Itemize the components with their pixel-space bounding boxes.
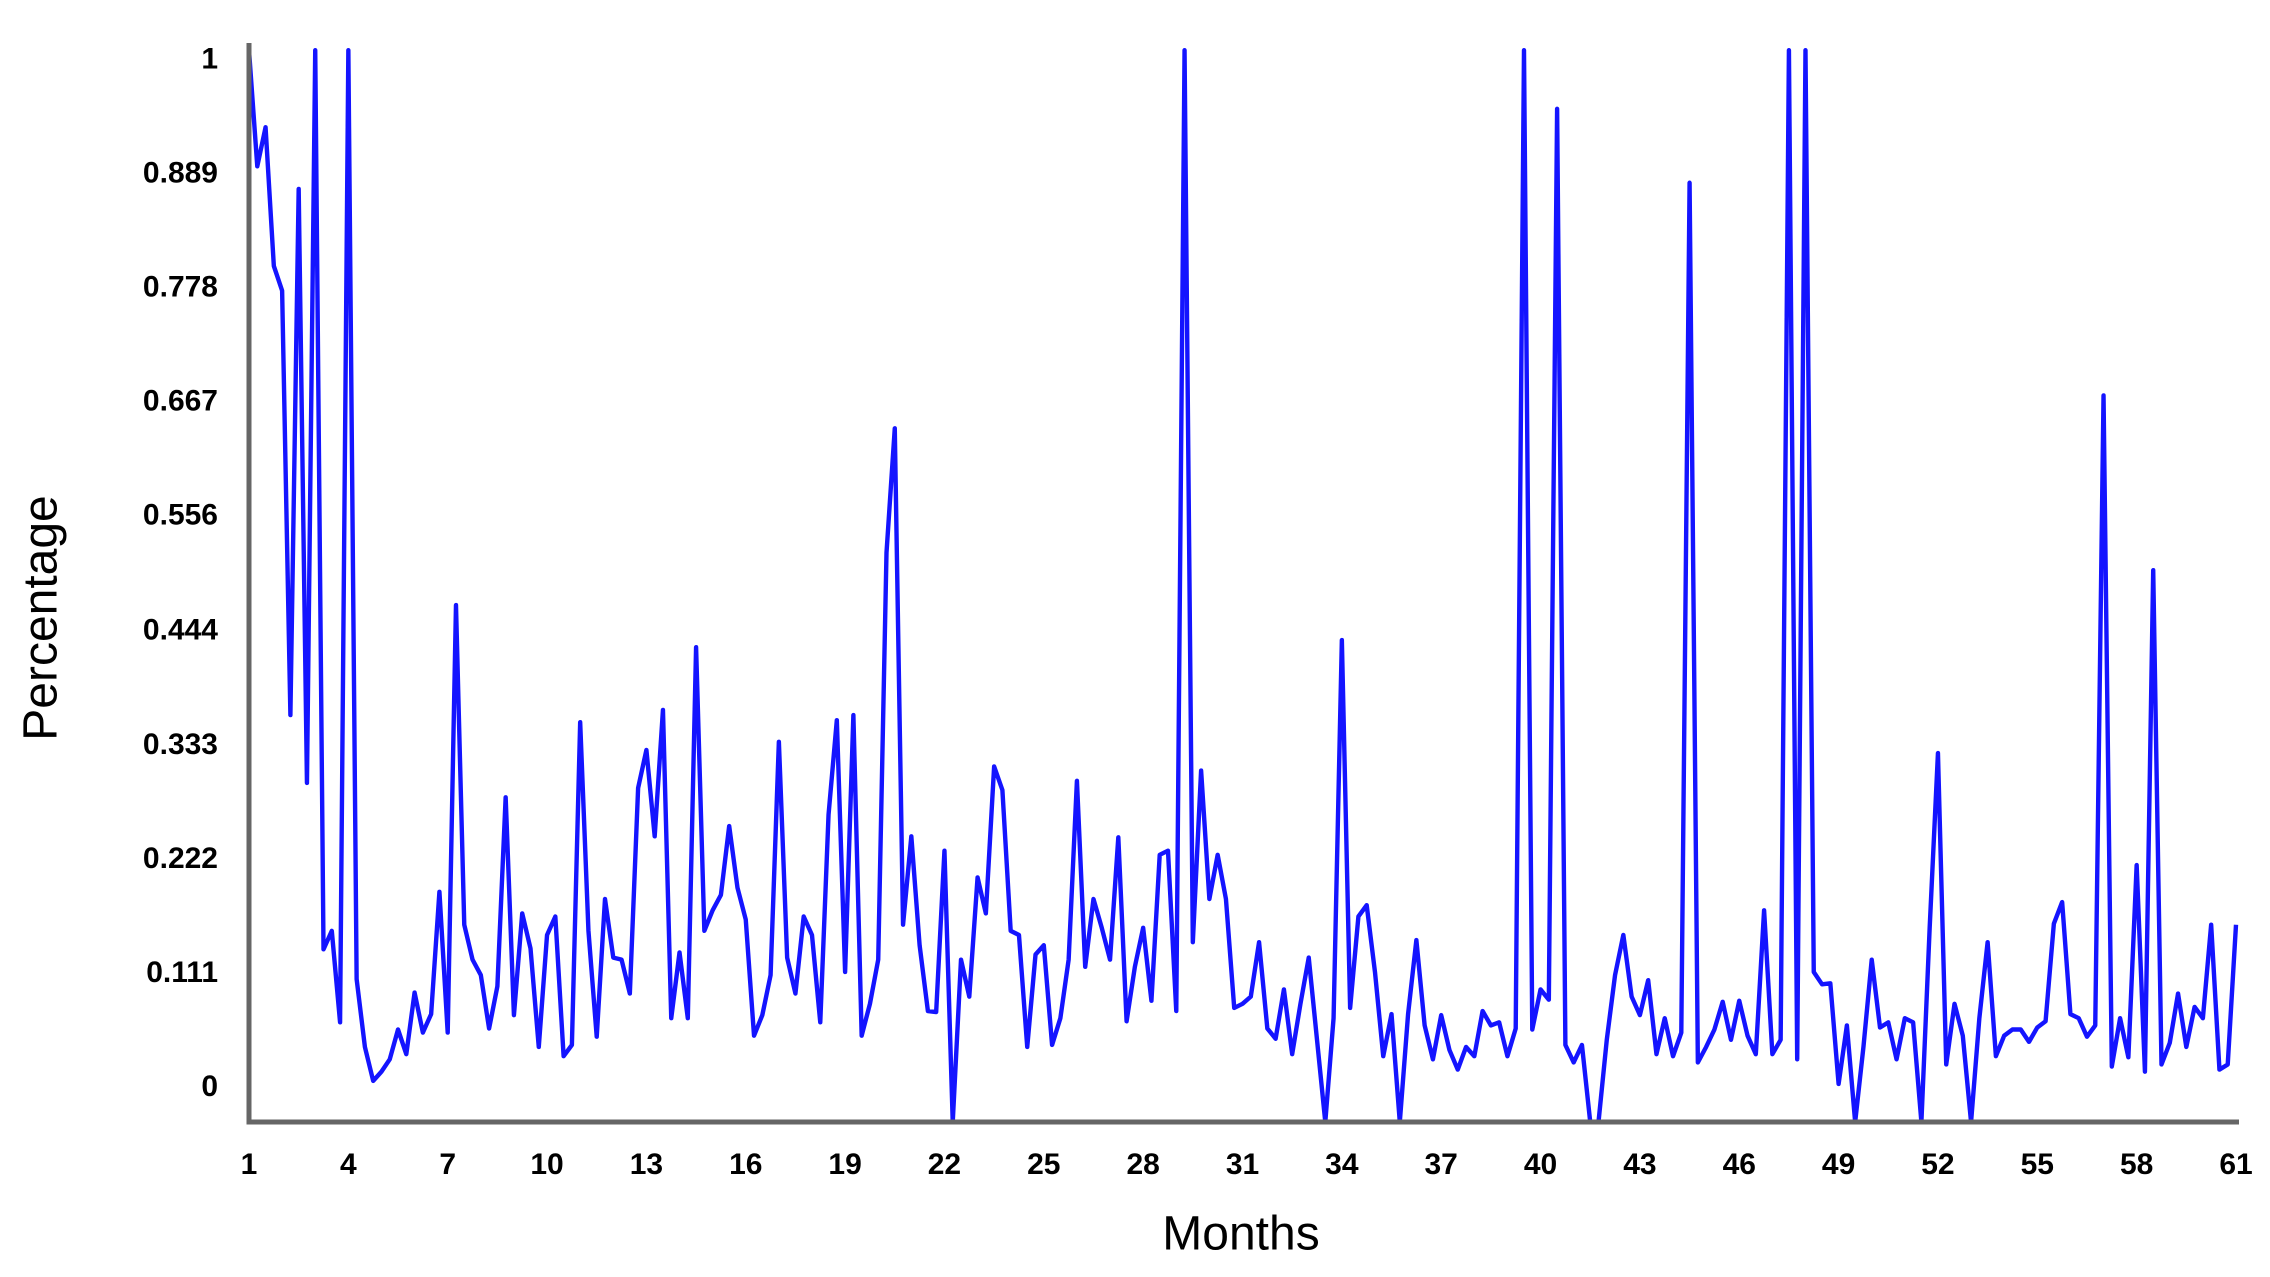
x-tick-label: 22 bbox=[928, 1148, 961, 1181]
y-tick-label: 0.333 bbox=[143, 728, 218, 761]
x-tick-label: 46 bbox=[1723, 1148, 1756, 1181]
y-axis-title: Percentage bbox=[15, 495, 68, 741]
data-line bbox=[246, 47, 2239, 1125]
x-tick-label: 40 bbox=[1524, 1148, 1557, 1181]
x-tick-label: 13 bbox=[630, 1148, 663, 1181]
x-tick-label: 16 bbox=[729, 1148, 762, 1181]
y-tick-label: 0.889 bbox=[143, 156, 218, 189]
y-tick-label: 0.444 bbox=[143, 614, 218, 647]
x-tick-label: 34 bbox=[1325, 1148, 1359, 1181]
x-tick-label: 55 bbox=[2021, 1148, 2054, 1181]
x-tick-label: 19 bbox=[828, 1148, 861, 1181]
x-tick-label: 58 bbox=[2120, 1148, 2153, 1181]
y-tick-label: 0 bbox=[201, 1070, 218, 1103]
y-tick-label: 0.111 bbox=[146, 956, 218, 989]
y-tick-label: 1 bbox=[201, 42, 218, 75]
x-axis-title: Months bbox=[1162, 1208, 1319, 1261]
x-tick-label: 4 bbox=[340, 1148, 357, 1181]
y-tick-label: 0.778 bbox=[143, 271, 218, 304]
x-tick-label: 1 bbox=[241, 1148, 258, 1181]
x-tick-label: 43 bbox=[1623, 1148, 1656, 1181]
y-tick-label: 0.222 bbox=[143, 842, 218, 875]
x-tick-label: 25 bbox=[1027, 1148, 1060, 1181]
x-tick-label: 7 bbox=[439, 1148, 456, 1181]
x-tick-label: 31 bbox=[1226, 1148, 1259, 1181]
x-tick-label: 61 bbox=[2219, 1148, 2252, 1181]
x-tick-label: 10 bbox=[530, 1148, 563, 1181]
x-tick-label: 37 bbox=[1425, 1148, 1458, 1181]
x-tick-label: 52 bbox=[1921, 1148, 1954, 1181]
y-tick-label: 0.556 bbox=[143, 499, 218, 532]
x-tick-label: 28 bbox=[1126, 1148, 1159, 1181]
x-tick-label: 49 bbox=[1822, 1148, 1855, 1181]
y-tick-label: 0.667 bbox=[143, 385, 218, 418]
